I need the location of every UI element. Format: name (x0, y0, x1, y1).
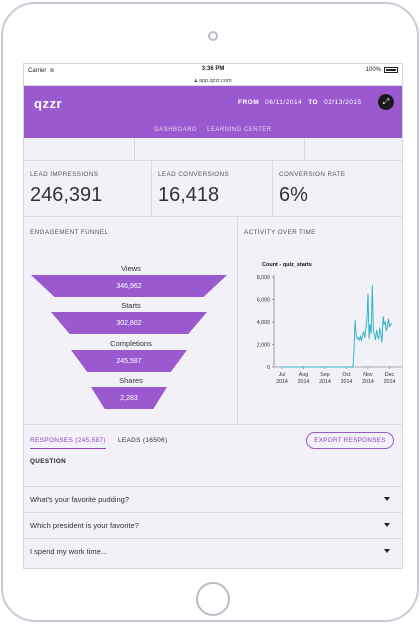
question-list: What's your favorite pudding? Which pres… (24, 468, 402, 564)
quiz-starts-line (282, 284, 393, 368)
export-responses-button[interactable]: EXPORT RESPONSES (306, 432, 394, 449)
qzzr-logo[interactable]: qzzr (34, 96, 62, 111)
divider (134, 138, 135, 160)
question-text: What's your favorite pudding? (30, 495, 129, 504)
x-tick-label: Aug (299, 372, 308, 378)
funnel-stage-value: 346,962 (116, 282, 142, 290)
x-tick-label: Jul (279, 372, 286, 378)
question-row[interactable]: What's your favorite pudding? (24, 486, 402, 512)
x-tick-label: Oct (342, 372, 351, 378)
status-time: 3:36 PM (201, 66, 225, 72)
nav-learning-center[interactable]: LEARNING CENTER (207, 127, 272, 133)
y-tick-label: 0 (267, 365, 270, 371)
kpi-label: CONVERSION RATE (279, 171, 346, 178)
question-row[interactable]: I spend my work time... (24, 538, 402, 564)
y-tick-label: 8,000 (257, 275, 270, 281)
x-tick-label: Dec (385, 372, 395, 378)
responses-section: RESPONSES (245,587) LEADS (16506) EXPORT… (24, 425, 402, 465)
kpi-value: 246,391 (30, 184, 103, 206)
y-tick-label: 6,000 (257, 298, 270, 304)
x-tick-label: 2014 (384, 379, 396, 385)
x-tick-label: 2014 (298, 379, 310, 385)
x-tick-label: Sep (320, 372, 329, 378)
share-icon[interactable]: ⤢ (378, 94, 394, 110)
to-date[interactable]: 02/13/2015 (324, 99, 362, 106)
funnel-bar-completions[interactable]: 245,587 (71, 350, 187, 372)
wifi-icon: ≋ (49, 68, 55, 74)
kpi-label: LEAD CONVERSIONS (158, 171, 230, 178)
question-text: Which president is your favorite? (30, 521, 139, 530)
x-tick-label: 2014 (362, 379, 374, 385)
kpi-lead-impressions: LEAD IMPRESSIONS 246,391 (24, 161, 152, 216)
activity-chart[interactable]: 02,0004,0006,0008,000Jul2014Aug2014Sep20… (238, 217, 403, 425)
kpi-conversion-rate: CONVERSION RATE 6% (273, 161, 402, 216)
to-label: TO (308, 99, 319, 106)
funnel-stage-label: Views (121, 264, 141, 273)
status-right: 100% (366, 67, 398, 73)
panel-title: ACTIVITY OVER TIME (244, 229, 316, 236)
kpi-value: 6% (279, 184, 308, 206)
x-tick-label: 2014 (341, 379, 353, 385)
kpi-label: LEAD IMPRESSIONS (30, 171, 99, 178)
funnel-stage-value: 245,587 (116, 357, 142, 365)
question-column-header: QUESTION (30, 458, 67, 465)
funnel-bar-starts[interactable]: 302,802 (51, 312, 207, 334)
funnel-stage-value: 302,802 (116, 319, 142, 327)
lock-icon: 🔒︎ (194, 78, 198, 84)
kpi-row: LEAD IMPRESSIONS 246,391 LEAD CONVERSION… (24, 161, 402, 217)
question-row[interactable]: Which president is your favorite? (24, 512, 402, 538)
funnel-bar-views[interactable]: 346,962 (31, 275, 227, 297)
panels-row: ENGAGEMENT FUNNEL Views 346,962 Starts 3… (24, 217, 402, 425)
home-button[interactable] (196, 582, 230, 616)
kpi-lead-conversions: LEAD CONVERSIONS 16,418 (152, 161, 273, 216)
url-bar[interactable]: 🔒︎ app.qzzr.com (24, 78, 402, 86)
tab-leads[interactable]: LEADS (16506) (118, 437, 168, 444)
screen: Carrier ≋ 3:36 PM 100% 🔒︎ app.qzzr.com q… (23, 63, 403, 569)
kpi-value: 16,418 (158, 184, 220, 206)
funnel-stage-label: Completions (110, 339, 152, 348)
x-tick-label: 2014 (276, 379, 288, 385)
battery-label: 100% (365, 67, 381, 73)
divider (304, 138, 305, 160)
app-header: qzzr FROM 06/11/2014 TO 02/13/2015 ⤢ DAS… (24, 86, 402, 138)
funnel-stage-value: 2,283 (120, 394, 138, 402)
caret-down-icon[interactable] (384, 549, 390, 553)
x-tick-label: Nov (363, 372, 373, 378)
engagement-funnel-panel: ENGAGEMENT FUNNEL Views 346,962 Starts 3… (24, 217, 238, 424)
from-label: FROM (238, 99, 260, 106)
caret-down-icon[interactable] (384, 523, 390, 527)
tab-responses[interactable]: RESPONSES (245,587) (30, 437, 106, 449)
nav-dashboard[interactable]: DASHBOARD (154, 127, 197, 133)
funnel-bar-shares[interactable]: 2,283 (91, 387, 167, 409)
url-text: app.qzzr.com (198, 78, 232, 84)
date-range[interactable]: FROM 06/11/2014 TO 02/13/2015 (238, 99, 362, 106)
funnel-stage-label: Shares (119, 376, 143, 385)
y-tick-label: 4,000 (257, 320, 270, 326)
chart-title: Count - quiz_starts (262, 262, 312, 268)
camera (208, 31, 218, 41)
carrier-label: Carrier (28, 67, 47, 74)
activity-panel: ACTIVITY OVER TIME Count - quiz_starts 0… (238, 217, 402, 424)
battery-icon (384, 67, 398, 73)
y-tick-label: 2,000 (257, 343, 270, 349)
x-tick-label: 2014 (319, 379, 331, 385)
caret-down-icon[interactable] (384, 497, 390, 501)
status-bar: Carrier ≋ 3:36 PM 100% (24, 64, 402, 78)
question-text: I spend my work time... (30, 547, 108, 556)
panel-title: ENGAGEMENT FUNNEL (30, 229, 109, 236)
funnel-stage-label: Starts (121, 301, 141, 310)
from-date[interactable]: 06/11/2014 (265, 99, 303, 106)
status-left: Carrier ≋ (28, 67, 55, 75)
filter-strip (24, 138, 402, 161)
main-nav: DASHBOARD LEARNING CENTER (24, 127, 402, 133)
